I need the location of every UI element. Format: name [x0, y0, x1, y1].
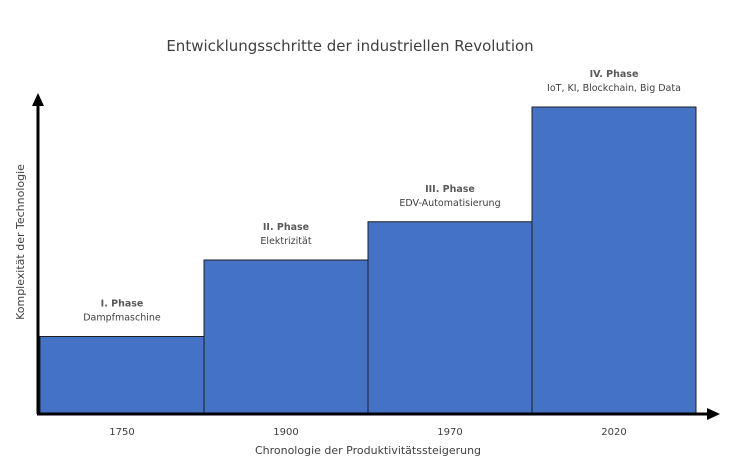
bars-group [39, 106, 697, 414]
bar-1970 [367, 221, 533, 414]
x-tick-label: 1750 [109, 427, 134, 438]
phase-labels-group: I. Phase Dampfmaschine II. Phase Elektrizit… [83, 69, 681, 324]
x-axis-label: Chronologie der Produktivitätssteigerung [255, 444, 481, 457]
phase-description-label: Elektrizität [260, 236, 311, 247]
y-axis-label: Komplexität der Technologie [14, 164, 27, 320]
phase-name-label: II. Phase [263, 222, 309, 233]
phase-description-label: IoT, KI, Blockchain, Big Data [547, 83, 681, 94]
phase-name-label: IV. Phase [590, 69, 639, 80]
bar-1900 [203, 259, 369, 414]
phase-name-label: III. Phase [425, 184, 475, 195]
x-axis-arrowhead [707, 408, 720, 420]
bar-2020 [531, 106, 697, 414]
y-axis-arrowhead [32, 93, 44, 106]
phase-description-label: Dampfmaschine [83, 313, 161, 324]
phase-name-label: I. Phase [101, 299, 144, 310]
x-tick-label: 1900 [273, 427, 298, 438]
x-ticks-group: 1750 1900 1970 2020 [109, 427, 626, 438]
phase-description-label: EDV-Automatisierung [399, 198, 500, 209]
x-tick-label: 2020 [601, 427, 626, 438]
chart-title: Entwicklungsschritte der industriellen R… [166, 37, 533, 55]
x-tick-label: 1970 [437, 427, 462, 438]
bar-1750 [39, 336, 205, 414]
